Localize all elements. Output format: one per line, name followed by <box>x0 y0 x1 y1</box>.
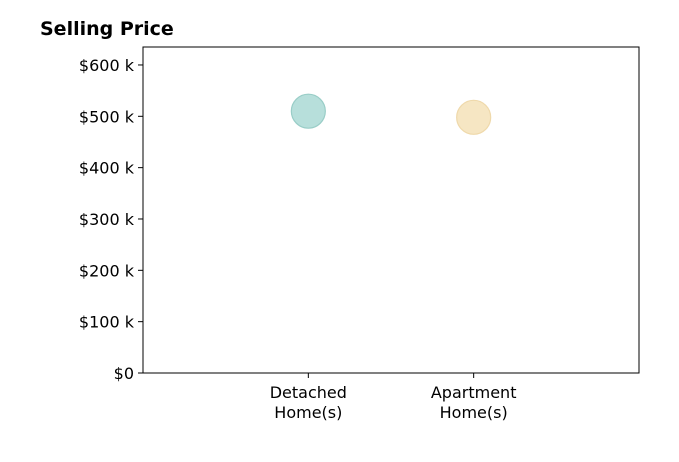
plot-frame <box>142 46 640 374</box>
y-tick-label: $200 k <box>79 261 135 280</box>
y-tick-label: $400 k <box>79 159 135 178</box>
data-point <box>290 93 326 129</box>
y-tick-label: $500 k <box>79 107 135 126</box>
y-tick-label: $300 k <box>79 210 135 229</box>
data-points <box>290 93 492 135</box>
y-tick-label: $0 <box>114 364 134 383</box>
x-axis: Detached Home(s) Apartment Home(s) <box>270 373 517 422</box>
chart-title: Selling Price <box>40 18 174 40</box>
x-tick-label: Detached Home(s) <box>270 383 347 422</box>
x-tick-label: Apartment Home(s) <box>431 383 517 422</box>
data-point <box>456 99 492 135</box>
y-tick-label: $600 k <box>79 56 135 75</box>
y-axis: $0 $100 k $200 k $300 k $400 k $500 k $600 k <box>79 56 143 383</box>
y-tick-label: $100 k <box>79 313 135 332</box>
